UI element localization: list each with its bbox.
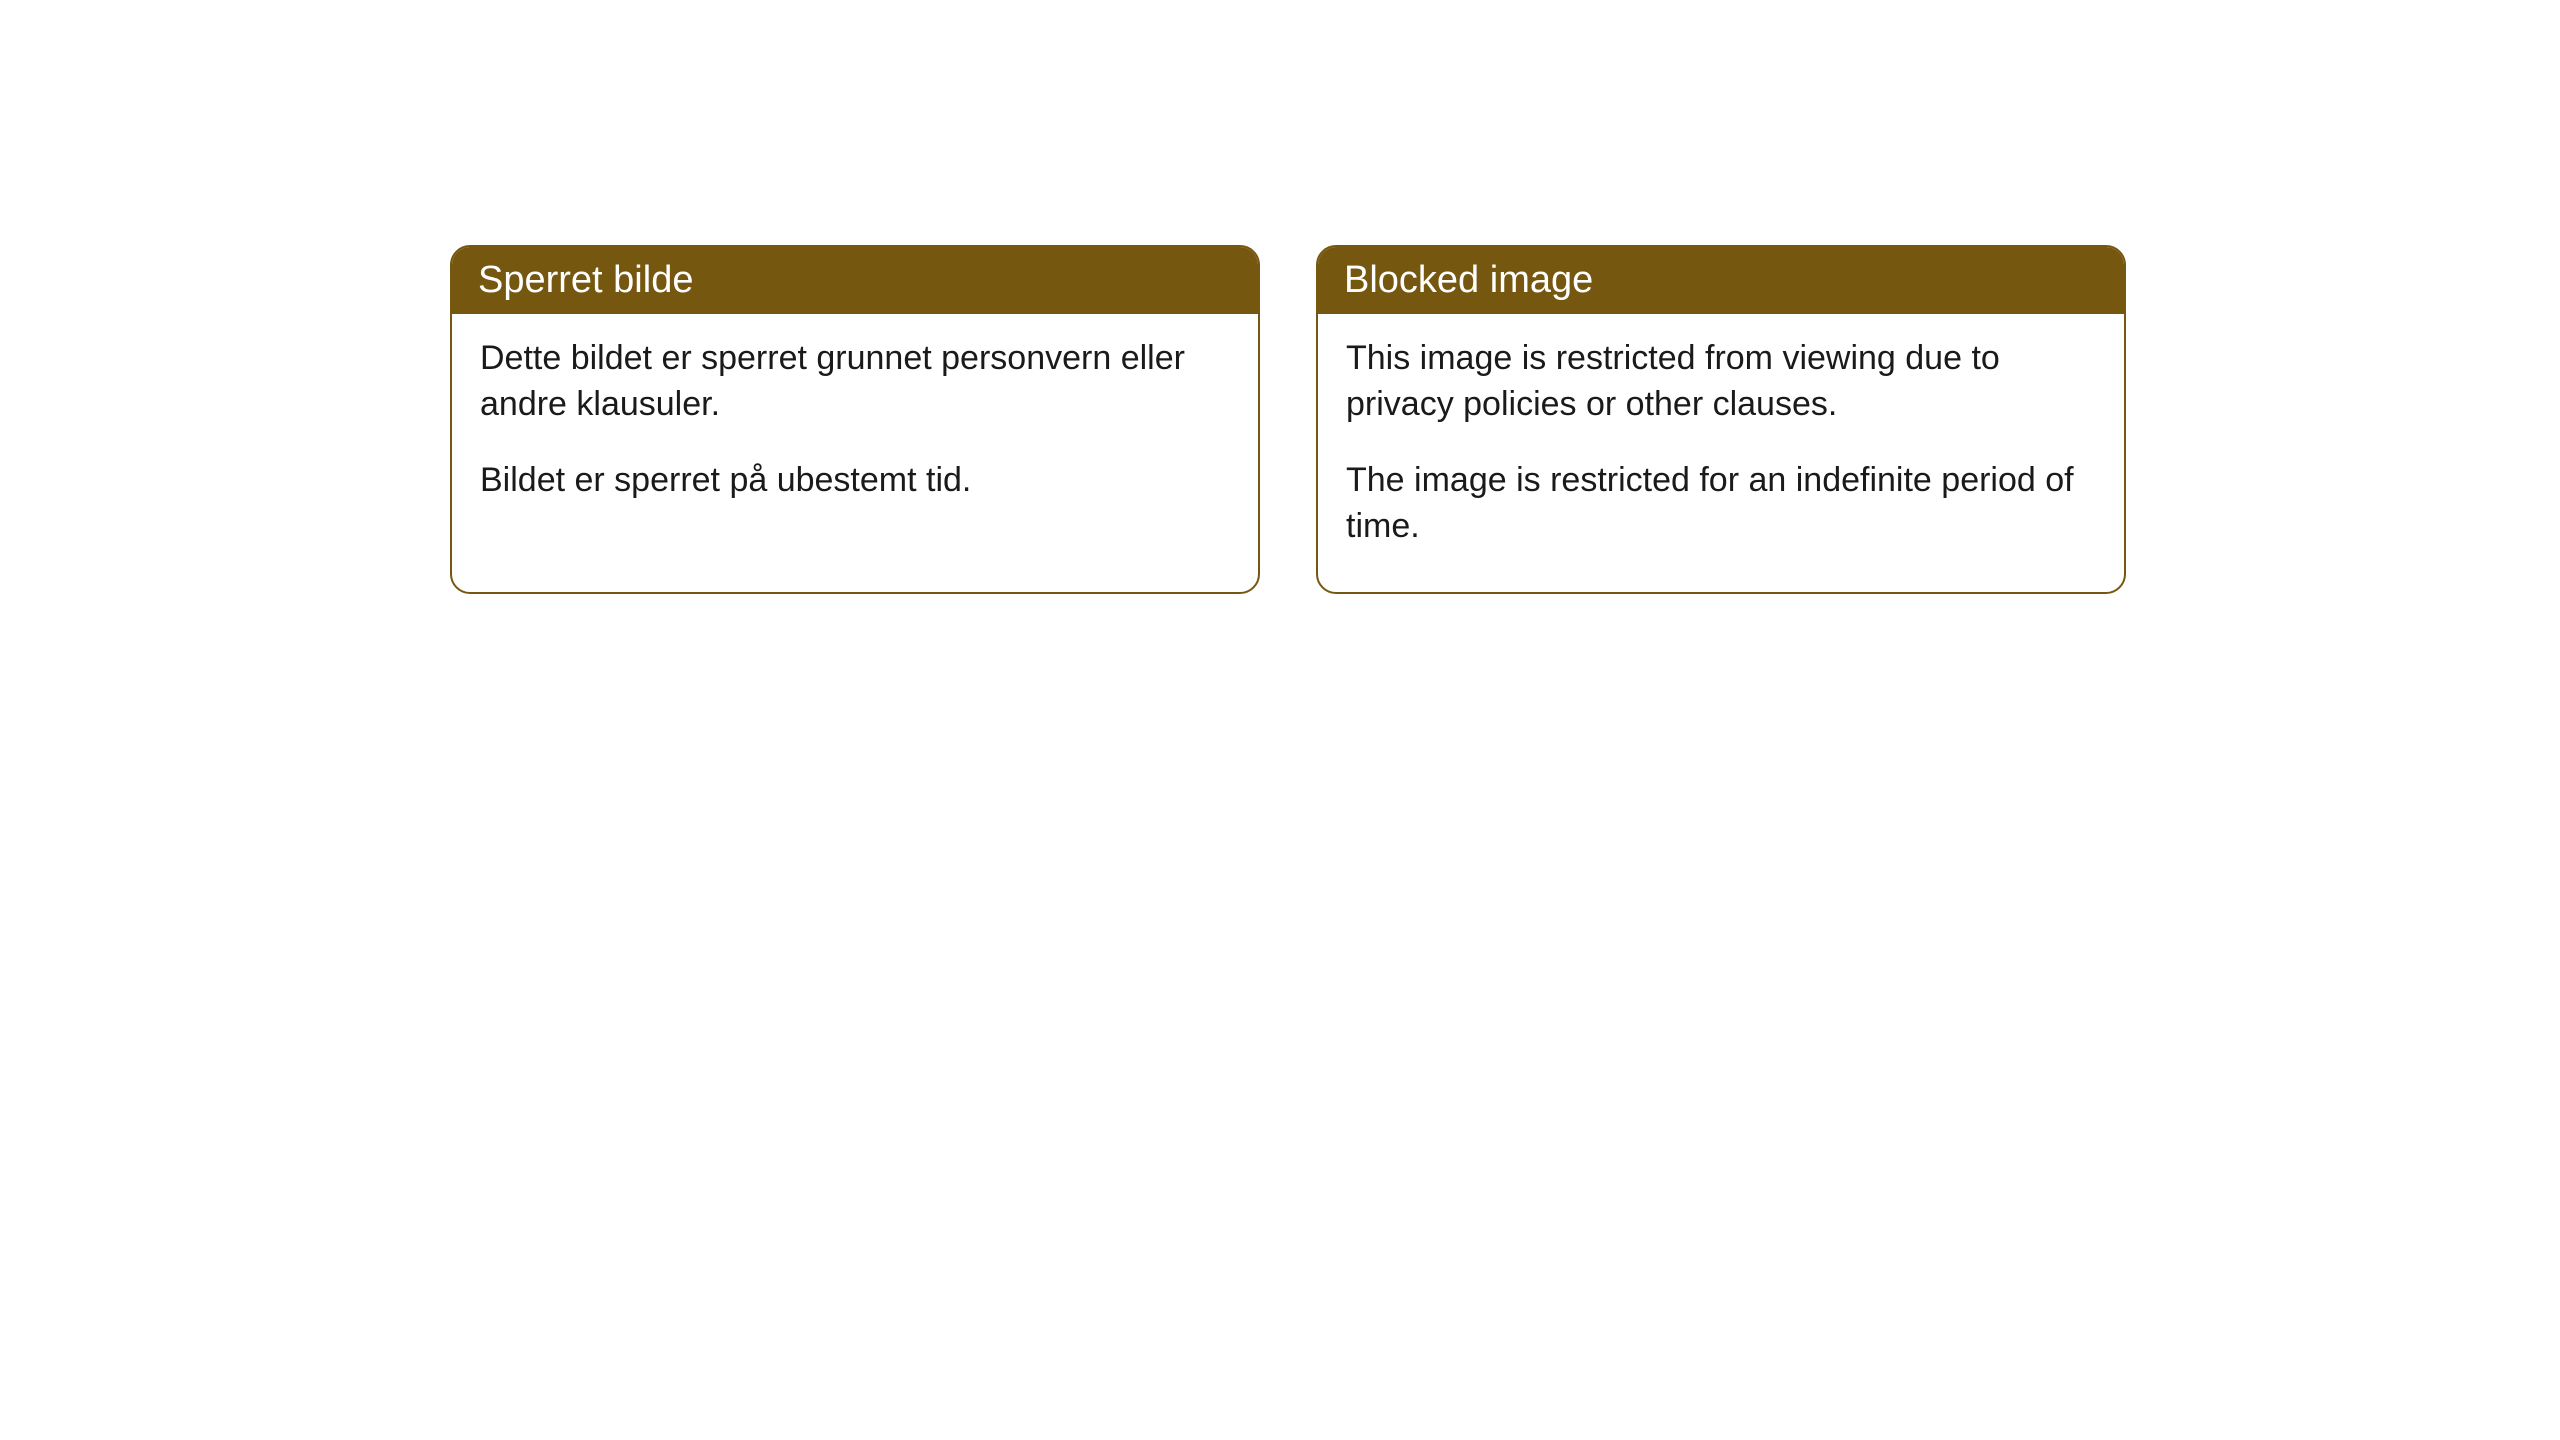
- card-title: Sperret bilde: [478, 259, 693, 301]
- card-header: Blocked image: [1318, 247, 2124, 314]
- notice-card-norwegian: Sperret bilde Dette bildet er sperret gr…: [450, 245, 1260, 594]
- card-paragraph: Dette bildet er sperret grunnet personve…: [480, 336, 1230, 428]
- card-paragraph: The image is restricted for an indefinit…: [1346, 458, 2096, 550]
- notice-container: Sperret bilde Dette bildet er sperret gr…: [0, 0, 2560, 594]
- card-paragraph: This image is restricted from viewing du…: [1346, 336, 2096, 428]
- card-header: Sperret bilde: [452, 247, 1258, 314]
- card-body: This image is restricted from viewing du…: [1318, 314, 2124, 592]
- card-paragraph: Bildet er sperret på ubestemt tid.: [480, 458, 1230, 504]
- notice-card-english: Blocked image This image is restricted f…: [1316, 245, 2126, 594]
- card-title: Blocked image: [1344, 259, 1593, 301]
- card-body: Dette bildet er sperret grunnet personve…: [452, 314, 1258, 546]
